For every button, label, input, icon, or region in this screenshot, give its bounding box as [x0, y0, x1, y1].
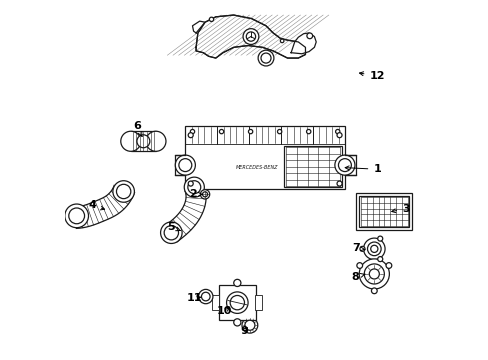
Circle shape	[370, 245, 377, 252]
Circle shape	[336, 133, 341, 138]
Circle shape	[184, 177, 204, 197]
Circle shape	[261, 53, 270, 63]
Circle shape	[280, 39, 284, 42]
Circle shape	[244, 320, 254, 330]
Circle shape	[137, 135, 149, 148]
Circle shape	[116, 184, 131, 199]
Circle shape	[233, 319, 241, 326]
Bar	[356, 193, 411, 230]
Circle shape	[175, 155, 195, 175]
Circle shape	[377, 236, 382, 241]
Circle shape	[242, 318, 257, 333]
Circle shape	[190, 130, 194, 134]
Circle shape	[187, 181, 201, 194]
Polygon shape	[192, 21, 204, 33]
Circle shape	[233, 279, 241, 287]
Circle shape	[335, 130, 339, 134]
Text: 5: 5	[167, 222, 180, 231]
Circle shape	[371, 288, 376, 294]
Bar	[185, 126, 344, 189]
Circle shape	[121, 131, 141, 151]
Circle shape	[201, 292, 210, 301]
Polygon shape	[75, 185, 134, 228]
Bar	[131, 131, 156, 151]
Circle shape	[336, 181, 341, 186]
Text: 6: 6	[133, 121, 142, 136]
Circle shape	[179, 159, 191, 172]
Circle shape	[385, 263, 391, 269]
Circle shape	[363, 238, 384, 260]
Polygon shape	[290, 33, 316, 54]
Circle shape	[246, 32, 255, 41]
Text: 1: 1	[345, 164, 380, 174]
Circle shape	[160, 222, 182, 243]
Circle shape	[367, 242, 380, 256]
Text: MERCEDES-BENZ: MERCEDES-BENZ	[235, 165, 278, 170]
Circle shape	[226, 292, 247, 314]
Circle shape	[113, 181, 134, 202]
Circle shape	[202, 192, 207, 197]
Text: 11: 11	[186, 293, 202, 303]
Text: 3: 3	[391, 204, 409, 214]
Circle shape	[356, 263, 362, 269]
Bar	[218, 285, 255, 320]
Circle shape	[359, 259, 388, 289]
Bar	[284, 147, 341, 187]
Circle shape	[164, 226, 178, 240]
Bar	[212, 296, 219, 310]
Circle shape	[368, 269, 379, 279]
Polygon shape	[196, 15, 305, 58]
Text: 8: 8	[351, 272, 365, 282]
Circle shape	[198, 289, 212, 304]
Circle shape	[243, 29, 258, 44]
Circle shape	[200, 190, 209, 199]
Bar	[174, 155, 185, 175]
Bar	[359, 196, 408, 226]
Circle shape	[258, 50, 273, 66]
Text: 7: 7	[351, 243, 365, 253]
Polygon shape	[165, 183, 206, 242]
Circle shape	[306, 33, 312, 39]
Circle shape	[69, 208, 84, 224]
Text: 9: 9	[240, 325, 248, 336]
Circle shape	[334, 155, 354, 175]
Circle shape	[230, 296, 244, 310]
Circle shape	[188, 181, 193, 186]
Circle shape	[377, 257, 382, 262]
Circle shape	[338, 159, 351, 172]
Text: 10: 10	[217, 306, 232, 316]
Bar	[255, 296, 262, 310]
Circle shape	[145, 131, 165, 151]
Circle shape	[209, 17, 213, 22]
Circle shape	[364, 264, 384, 284]
Text: 12: 12	[359, 71, 384, 81]
Circle shape	[359, 246, 364, 251]
Text: 4: 4	[88, 200, 104, 210]
Bar	[344, 155, 355, 175]
Text: 2: 2	[188, 189, 202, 199]
Circle shape	[306, 130, 310, 134]
Circle shape	[248, 130, 252, 134]
Circle shape	[65, 204, 88, 228]
Circle shape	[188, 133, 193, 138]
Circle shape	[219, 130, 223, 134]
Circle shape	[277, 130, 281, 134]
